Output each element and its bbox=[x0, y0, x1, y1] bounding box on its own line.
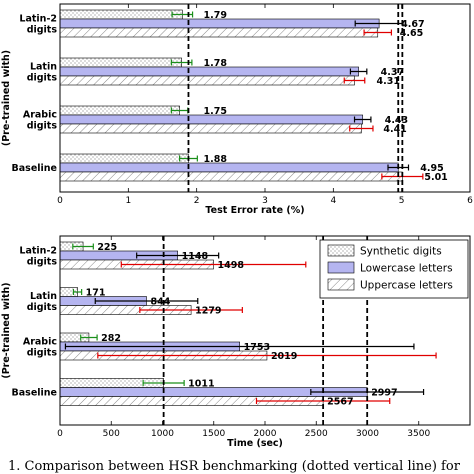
error-bar-uppercase-2 bbox=[349, 125, 374, 132]
x-tick-label-1: 1 bbox=[125, 196, 131, 206]
error-bar-uppercase-0 bbox=[363, 29, 393, 36]
error-bar-lowercase-1 bbox=[94, 298, 199, 304]
legend-swatch-uppercase bbox=[327, 278, 355, 291]
y-axis-label: (Pre-trained with) bbox=[1, 50, 12, 146]
x-tick-label-6: 6 bbox=[467, 196, 473, 206]
bar-uppercase-0 bbox=[59, 27, 379, 38]
value-label-lowercase-2: 4.43 bbox=[385, 115, 408, 126]
x-tick-label-2: 1000 bbox=[151, 429, 174, 439]
value-label-synthetic-3: 1011 bbox=[188, 379, 214, 390]
category-label-1: Latin digits bbox=[27, 291, 58, 313]
bar-uppercase-2 bbox=[59, 123, 362, 134]
x-tick-label-5: 5 bbox=[399, 196, 405, 206]
x-axis-label: Test Error rate (%) bbox=[205, 205, 304, 216]
bar-lowercase-3 bbox=[59, 162, 399, 173]
category-label-3: Baseline bbox=[12, 163, 57, 174]
category-label-1: Latin digits bbox=[27, 62, 58, 84]
x-tick-label-5: 2500 bbox=[305, 429, 328, 439]
bar-synthetic-2 bbox=[59, 105, 180, 116]
value-label-lowercase-2: 1753 bbox=[244, 342, 270, 353]
legend-label-synthetic: Synthetic digits bbox=[360, 246, 442, 258]
error-bar-synthetic-1 bbox=[72, 289, 83, 295]
x-tick-label-1: 500 bbox=[103, 429, 120, 439]
value-label-synthetic-3: 1.88 bbox=[204, 154, 228, 165]
error-bar-lowercase-1 bbox=[349, 68, 368, 75]
legend: Synthetic digits Lowercase letters Upperca… bbox=[319, 239, 469, 299]
x-tick-label-4: 4 bbox=[330, 196, 336, 206]
x-axis-label: Time (sec) bbox=[227, 438, 283, 449]
time-chart: 225 171 282 1011 1148 844 1753 2997 1498 1279 2019… bbox=[1, 235, 471, 449]
error-bar-uppercase-0 bbox=[120, 261, 307, 268]
category-label-2: Arabic digits bbox=[23, 337, 57, 359]
error-bar-lowercase-2 bbox=[353, 116, 372, 123]
value-label-uppercase-0: 1498 bbox=[218, 260, 245, 271]
bar-synthetic-0 bbox=[59, 9, 183, 20]
x-tick-label-4: 2000 bbox=[254, 429, 277, 439]
legend-label-lowercase: Lowercase letters bbox=[360, 263, 453, 275]
bar-uppercase-1 bbox=[59, 75, 355, 86]
x-tick-label-2: 2 bbox=[194, 196, 200, 206]
legend-swatch-synthetic bbox=[327, 244, 355, 257]
error-bar-uppercase-2 bbox=[97, 352, 437, 359]
value-label-synthetic-1: 171 bbox=[86, 288, 106, 299]
value-label-synthetic-0: 225 bbox=[97, 242, 117, 253]
value-label-uppercase-0: 4.65 bbox=[400, 28, 423, 39]
value-label-lowercase-1: 844 bbox=[151, 297, 171, 308]
bar-synthetic-3 bbox=[59, 153, 189, 164]
value-label-synthetic-2: 1.75 bbox=[204, 106, 227, 117]
value-label-lowercase-3: 4.95 bbox=[420, 163, 443, 174]
x-tick-label-3: 3 bbox=[262, 196, 268, 206]
category-label-0: Latin-2 digits bbox=[19, 246, 57, 268]
category-label-3: Baseline bbox=[12, 388, 57, 399]
error-bar-uppercase-1 bbox=[139, 307, 243, 313]
error-bar-lowercase-2 bbox=[64, 343, 415, 350]
x-tick-label-0: 0 bbox=[57, 429, 63, 439]
value-label-lowercase-0: 1148 bbox=[182, 251, 209, 262]
value-label-lowercase-0: 4.67 bbox=[401, 19, 424, 30]
value-label-synthetic-2: 282 bbox=[101, 333, 121, 344]
legend-swatch-lowercase bbox=[327, 261, 355, 274]
value-label-uppercase-2: 2019 bbox=[271, 351, 297, 362]
value-label-uppercase-1: 1279 bbox=[195, 306, 221, 317]
x-tick-label-3: 1500 bbox=[202, 429, 225, 439]
legend-label-uppercase: Uppercase letters bbox=[360, 280, 453, 292]
category-label-0: Latin-2 digits bbox=[19, 14, 57, 36]
error-bar-synthetic-0 bbox=[72, 243, 94, 250]
error-rate-chart: 1.79 1.78 1.75 1.88 4.67 4.37 4.43 4.95 4.65 4.31… bbox=[1, 3, 473, 216]
value-label-synthetic-1: 1.78 bbox=[204, 58, 228, 69]
error-bar-synthetic-2 bbox=[80, 334, 98, 341]
value-label-lowercase-3: 2997 bbox=[371, 388, 397, 399]
x-tick-label-6: 3000 bbox=[356, 429, 379, 439]
bar-synthetic-1 bbox=[59, 57, 182, 68]
value-label-synthetic-0: 1.79 bbox=[204, 10, 227, 21]
value-label-lowercase-1: 4.37 bbox=[381, 67, 404, 78]
error-bar-uppercase-1 bbox=[343, 77, 366, 84]
figure-caption: 1. Comparison between HSR benchmarking (… bbox=[8, 459, 460, 474]
x-tick-label-7: 3500 bbox=[407, 429, 430, 439]
error-bar-lowercase-0 bbox=[136, 252, 220, 259]
value-label-uppercase-2: 4.41 bbox=[383, 124, 406, 135]
value-label-uppercase-3: 5.01 bbox=[424, 172, 447, 183]
x-tick-label-0: 0 bbox=[57, 196, 63, 206]
bar-uppercase-3 bbox=[59, 171, 403, 182]
y-axis-label: (Pre-trained with) bbox=[1, 282, 12, 378]
category-label-2: Arabic digits bbox=[23, 110, 57, 132]
value-label-uppercase-1: 4.31 bbox=[377, 76, 400, 87]
value-label-uppercase-3: 2567 bbox=[327, 397, 353, 408]
